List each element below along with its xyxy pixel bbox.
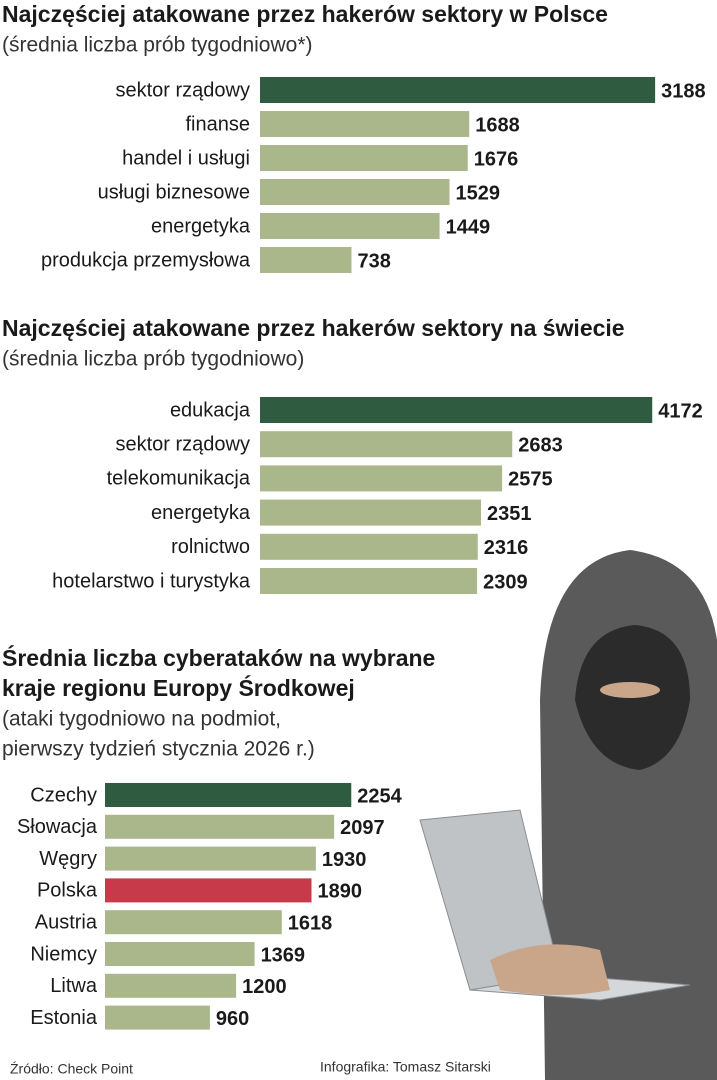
value-label: 1369 <box>261 944 306 966</box>
value-label: 2309 <box>483 571 527 593</box>
category-label: usługi biznesowe <box>98 181 250 203</box>
chart-subtitle: pierwszy tydzień stycznia 2026 r.) <box>2 738 315 761</box>
bar <box>105 783 352 807</box>
value-label: 1930 <box>322 849 367 871</box>
bar <box>260 533 478 560</box>
bar <box>260 111 470 137</box>
hacker-illustration <box>419 550 717 1080</box>
category-label: Estonia <box>30 1007 98 1029</box>
bar <box>105 1005 210 1030</box>
category-label: energetyka <box>151 502 251 524</box>
bar <box>105 846 316 871</box>
category-label: Polska <box>37 880 98 902</box>
value-label: 2254 <box>357 785 402 807</box>
value-label: 1529 <box>456 182 501 204</box>
bar <box>260 179 450 205</box>
bar <box>105 910 282 935</box>
category-label: Węgry <box>39 848 97 870</box>
bar <box>105 878 312 903</box>
value-label: 2316 <box>484 537 529 559</box>
chart-title: Najczęściej atakowane przez hakerów sekt… <box>2 1 608 27</box>
category-label: telekomunikacja <box>107 468 251 490</box>
category-label: Austria <box>35 911 98 933</box>
category-label: produkcja przemysłowa <box>41 249 251 271</box>
value-label: 960 <box>216 1008 249 1030</box>
value-label: 1618 <box>288 912 333 934</box>
category-label: Niemcy <box>30 943 97 965</box>
value-label: 738 <box>357 250 390 272</box>
chart-title: kraje regionu Europy Środkowej <box>2 674 355 701</box>
category-label: Czechy <box>30 784 97 806</box>
value-label: 2575 <box>508 469 552 491</box>
bar <box>260 213 440 239</box>
value-label: 2097 <box>340 817 385 839</box>
credit: Infografika: Tomasz Sitarski <box>320 1059 491 1075</box>
chart-title: Najczęściej atakowane przez hakerów sekt… <box>2 315 625 341</box>
bar <box>260 247 352 273</box>
category-label: Litwa <box>50 975 98 997</box>
value-label: 1200 <box>242 976 287 998</box>
category-label: sektor rządowy <box>116 433 251 455</box>
category-label: sektor rządowy <box>116 79 251 101</box>
chart-subtitle: (średnia liczba prób tygodniowo) <box>2 348 304 371</box>
bar <box>105 973 237 998</box>
bar <box>260 431 513 458</box>
value-label: 2683 <box>518 434 563 456</box>
bar <box>105 814 335 839</box>
bar <box>260 397 653 423</box>
bar <box>260 77 656 103</box>
category-label: energetyka <box>151 215 251 237</box>
value-label: 1676 <box>474 148 519 170</box>
bar <box>105 942 255 966</box>
chart-subtitle: (średnia liczba prób tygodniowo*) <box>2 34 313 57</box>
value-label: 3188 <box>661 80 706 102</box>
value-label: 1449 <box>446 216 491 238</box>
bar <box>260 568 478 594</box>
source: Źródło: Check Point <box>10 1061 133 1077</box>
value-label: 1688 <box>475 114 520 136</box>
chart-title: Średnia liczba cyberataków na wybrane <box>2 644 435 671</box>
bar <box>260 465 503 492</box>
chart-subtitle: (ataki tygodniowo na podmiot, <box>2 708 281 731</box>
category-label: rolnictwo <box>171 536 250 558</box>
bar <box>260 499 482 526</box>
category-label: Słowacja <box>17 816 98 838</box>
value-label: 2351 <box>487 503 532 525</box>
category-label: finanse <box>186 113 251 135</box>
category-label: edukacja <box>170 399 251 421</box>
bar <box>260 145 468 171</box>
value-label: 4172 <box>658 400 703 422</box>
value-label: 1890 <box>318 881 363 903</box>
category-label: hotelarstwo i turystyka <box>52 570 251 592</box>
category-label: handel i usługi <box>122 147 250 169</box>
